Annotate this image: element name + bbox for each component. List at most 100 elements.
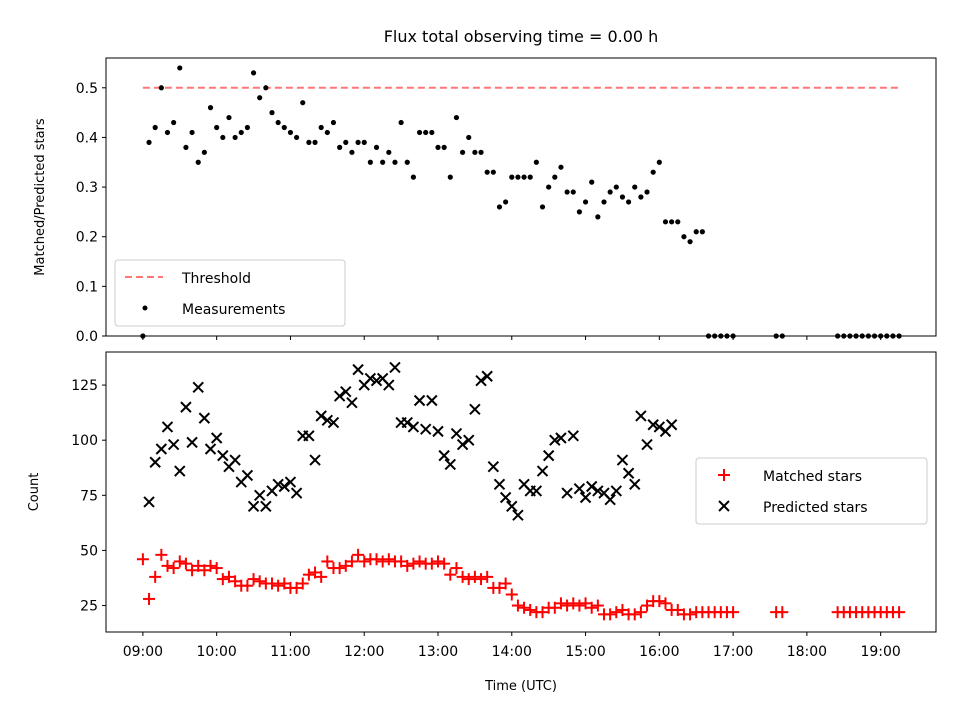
predicted-stars-point <box>149 456 161 468</box>
measurement-point <box>619 194 626 200</box>
predicted-stars-point <box>364 372 377 385</box>
matched-stars-point <box>425 557 438 570</box>
predicted-stars-point <box>463 434 475 446</box>
predicted-stars-legend-label: Predicted stars <box>763 500 868 516</box>
predicted-stars-point <box>401 416 413 429</box>
predicted-stars-point <box>284 476 297 488</box>
matched-stars-point <box>278 577 291 590</box>
measurement-point <box>195 159 201 165</box>
measurement-point <box>232 134 238 141</box>
bottom-plot-area: 25 50 75 100 125 09:00 10:00 11:00 12:00 13:00 14:… <box>71 361 906 660</box>
predicted-stars-point <box>327 416 340 429</box>
predicted-stars-point <box>512 509 524 521</box>
matched-stars-point <box>247 573 260 586</box>
measurement-point <box>601 199 607 205</box>
predicted-stars-point <box>481 370 493 382</box>
measurement-point <box>300 100 306 106</box>
measurement-point <box>576 209 583 215</box>
predicted-stars-point <box>383 379 395 391</box>
top-y-tick-label: 0.5 <box>76 81 98 97</box>
measurement-point <box>699 229 705 235</box>
measurement-point <box>257 95 263 101</box>
measurements-legend-swatch <box>142 305 148 311</box>
predicted-stars-point <box>629 478 641 490</box>
matched-stars-point <box>290 581 303 594</box>
measurement-point <box>632 184 638 190</box>
bottom-y-tick-label: 25 <box>80 599 98 615</box>
measurement-point <box>281 124 287 131</box>
measurement-point <box>324 129 330 136</box>
measurement-point <box>287 129 294 136</box>
matched-stars-point <box>192 559 205 572</box>
predicted-stars-point <box>198 412 211 424</box>
measurement-point <box>527 174 533 180</box>
predicted-stars-point <box>530 485 543 497</box>
predicted-stars-point <box>567 430 579 442</box>
measurement-point <box>484 169 490 175</box>
matched-stars-point <box>518 601 531 614</box>
measurement-point <box>207 105 214 111</box>
predicted-stars-point <box>641 438 653 451</box>
matched-stars-point <box>727 606 740 619</box>
predicted-stars-point <box>610 485 623 497</box>
predicted-stars-point <box>229 454 241 466</box>
measurement-point <box>625 199 632 205</box>
matched-stars-point <box>345 555 358 568</box>
measurement-point <box>238 129 244 136</box>
matched-stars-point <box>561 599 574 612</box>
measurement-point <box>398 119 404 126</box>
measurement-point <box>533 159 539 165</box>
predicted-stars-point <box>346 397 358 409</box>
predicted-stars-point <box>204 443 217 455</box>
matched-stars-point <box>610 606 623 619</box>
measurement-point <box>392 159 398 165</box>
top-y-tick-label: 0.0 <box>76 329 98 345</box>
predicted-stars-point <box>333 390 346 402</box>
matched-stars-point <box>499 577 512 590</box>
x-tick-label: 15:00 <box>565 644 605 660</box>
predicted-stars-point <box>647 419 659 431</box>
predicted-stars-point <box>161 421 174 433</box>
bottom-legend: Matched stars Predicted stars <box>695 457 928 525</box>
measurement-point <box>337 144 343 150</box>
predicted-stars-point <box>241 469 254 482</box>
measurement-point <box>466 134 472 141</box>
measurement-point <box>675 219 681 225</box>
x-tick-label: 17:00 <box>713 644 753 660</box>
predicted-stars-point <box>653 421 666 433</box>
predicted-stars-point <box>506 500 518 513</box>
matched-stars-point <box>456 570 469 583</box>
predicted-stars-point <box>278 480 291 493</box>
measurement-point <box>521 174 527 180</box>
matched-stars-point <box>241 579 254 592</box>
measurement-point <box>441 144 447 150</box>
matched-stars-point <box>585 601 598 614</box>
predicted-stars-point <box>315 410 327 422</box>
predicted-stars-point <box>592 485 604 497</box>
matched-stars-point <box>493 581 506 594</box>
predicted-stars-point <box>260 500 272 513</box>
matched-stars-point <box>204 559 217 572</box>
measurement-point <box>478 149 484 155</box>
matched-stars-point <box>684 608 697 621</box>
predicted-stars-point <box>456 438 469 451</box>
measurement-point <box>306 139 312 145</box>
matched-stars-point <box>671 603 684 616</box>
matched-stars-point <box>628 608 641 621</box>
measurement-point <box>459 149 466 155</box>
predicted-stars-point <box>272 478 284 490</box>
measurement-point <box>595 214 601 220</box>
measurement-point <box>263 85 269 91</box>
matched-stars-point <box>198 564 211 577</box>
bottom-y-tick-label: 100 <box>71 433 98 449</box>
measurement-point <box>564 189 570 195</box>
matched-stars-point <box>511 599 524 612</box>
predicted-stars-point <box>352 363 364 376</box>
x-tick-label: 12:00 <box>344 644 384 660</box>
matched-stars-point <box>253 575 266 588</box>
x-axis-label: Time (UTC) <box>484 679 557 694</box>
measurement-point <box>472 149 478 155</box>
matched-stars-point <box>167 562 180 575</box>
bottom-y-axis-label: Count <box>27 473 42 512</box>
matched-stars-point <box>776 606 789 619</box>
